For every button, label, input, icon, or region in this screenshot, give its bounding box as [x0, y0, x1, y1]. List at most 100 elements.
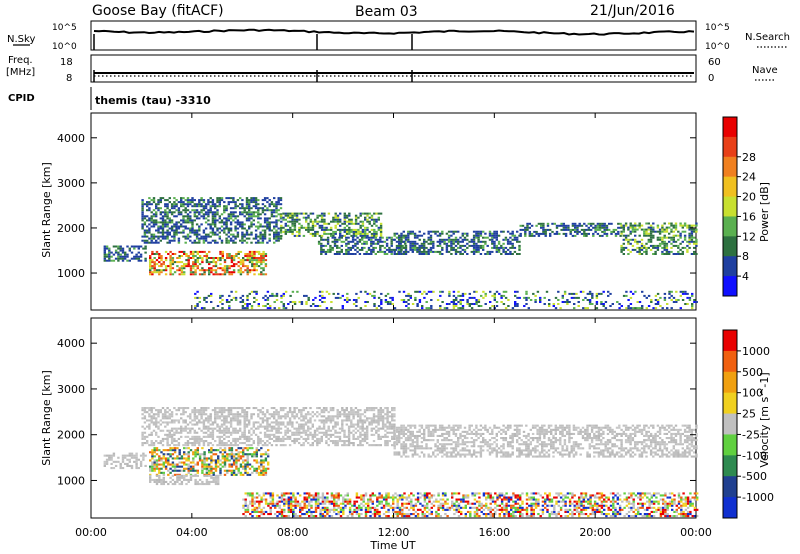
echo-cell: [634, 234, 637, 237]
echo-cell: [208, 463, 211, 466]
echo-cell: [609, 305, 612, 307]
echo-cell: [675, 290, 678, 293]
echo-cell: [157, 425, 160, 428]
echo-cell: [220, 413, 224, 416]
echo-cell: [202, 235, 206, 238]
echo-cell: [198, 444, 201, 447]
echo-cell: [171, 469, 175, 472]
echo-cell: [211, 437, 215, 440]
echo-cell: [170, 221, 174, 224]
echo-cell: [665, 228, 669, 231]
echo-cell: [295, 216, 299, 219]
echo-cell: [361, 433, 364, 436]
echo-cell: [320, 411, 323, 414]
echo-cell: [242, 259, 245, 262]
echo-cell: [571, 222, 575, 225]
echo-cell: [345, 417, 348, 420]
echo-cell: [631, 244, 635, 247]
echo-cell: [161, 197, 165, 200]
echo-cell: [636, 307, 639, 310]
echo-cell: [121, 257, 125, 260]
echo-cell: [356, 435, 360, 438]
echo-cell: [135, 454, 138, 457]
echo-cell: [504, 296, 508, 299]
echo-cell: [293, 228, 297, 231]
echo-cell: [208, 263, 211, 266]
echo-cell: [210, 480, 213, 483]
echo-cell: [638, 246, 641, 249]
echo-cell: [166, 211, 169, 214]
echo-cell: [139, 462, 143, 465]
echo-cell: [103, 259, 106, 262]
echo-cell: [159, 231, 162, 234]
echo-cell: [491, 242, 494, 245]
echo-cell: [248, 407, 251, 410]
echo-cell: [450, 244, 453, 247]
echo-cell: [472, 246, 476, 249]
echo-cell: [130, 454, 134, 457]
echo-cell: [298, 230, 301, 233]
echo-cell: [341, 429, 344, 432]
echo-cell: [518, 248, 521, 251]
echo-cell: [645, 234, 648, 237]
echo-cell: [334, 224, 337, 227]
echo-cell: [275, 219, 278, 222]
echo-cell: [404, 248, 408, 251]
echo-cell: [470, 244, 473, 247]
echo-cell: [314, 224, 317, 227]
echo-cell: [279, 229, 283, 232]
echo-cell: [194, 449, 197, 452]
echo-cell: [427, 232, 430, 235]
echo-cell: [445, 232, 449, 235]
echo-cell: [248, 257, 252, 259]
echo-cell: [377, 421, 380, 424]
echo-cell: [347, 413, 351, 416]
echo-cell: [164, 413, 167, 416]
echo-cell: [321, 301, 324, 303]
echo-cell: [141, 213, 144, 216]
echo-cell: [665, 246, 669, 249]
echo-cell: [327, 417, 330, 420]
echo-cell: [166, 215, 169, 218]
echo-cell: [153, 478, 156, 481]
echo-cell: [498, 292, 501, 295]
echo-cell: [243, 437, 246, 440]
echo-cell: [248, 444, 251, 447]
echo-cell: [555, 226, 559, 229]
echo-cell: [338, 440, 342, 443]
echo-cell: [414, 296, 417, 299]
echo-cell: [245, 207, 249, 210]
echo-cell: [260, 465, 263, 468]
echo-cell: [239, 263, 243, 266]
echo-cell: [189, 442, 192, 445]
echo-cell: [341, 407, 344, 410]
echo-cell: [234, 237, 237, 240]
echo-cell: [407, 294, 410, 297]
echo-cell: [234, 444, 237, 447]
echo-cell: [413, 234, 417, 237]
echo-cell: [603, 228, 606, 231]
echo-cell: [270, 229, 274, 232]
echo-cell: [237, 455, 240, 458]
echo-cell: [273, 411, 276, 414]
echo-cell: [232, 235, 235, 238]
echo-cell: [356, 437, 360, 440]
echo-cell: [260, 263, 263, 266]
echo-cell: [160, 459, 163, 462]
echo-cell: [239, 211, 242, 214]
echo-cell: [370, 248, 373, 251]
echo-cell: [634, 248, 637, 251]
echo-cell: [164, 237, 167, 240]
echo-cell: [227, 435, 230, 438]
echo-cell: [241, 415, 244, 418]
echo-cell: [170, 429, 174, 432]
echo-cell: [223, 431, 226, 434]
echo-cell: [309, 421, 312, 424]
echo-cell: [429, 246, 433, 249]
echo-cell: [168, 415, 171, 418]
echo-cell: [210, 447, 213, 450]
echo-cell: [171, 453, 175, 456]
echo-cell: [194, 261, 197, 264]
echo-cell: [243, 223, 246, 226]
echo-cell: [391, 444, 394, 447]
